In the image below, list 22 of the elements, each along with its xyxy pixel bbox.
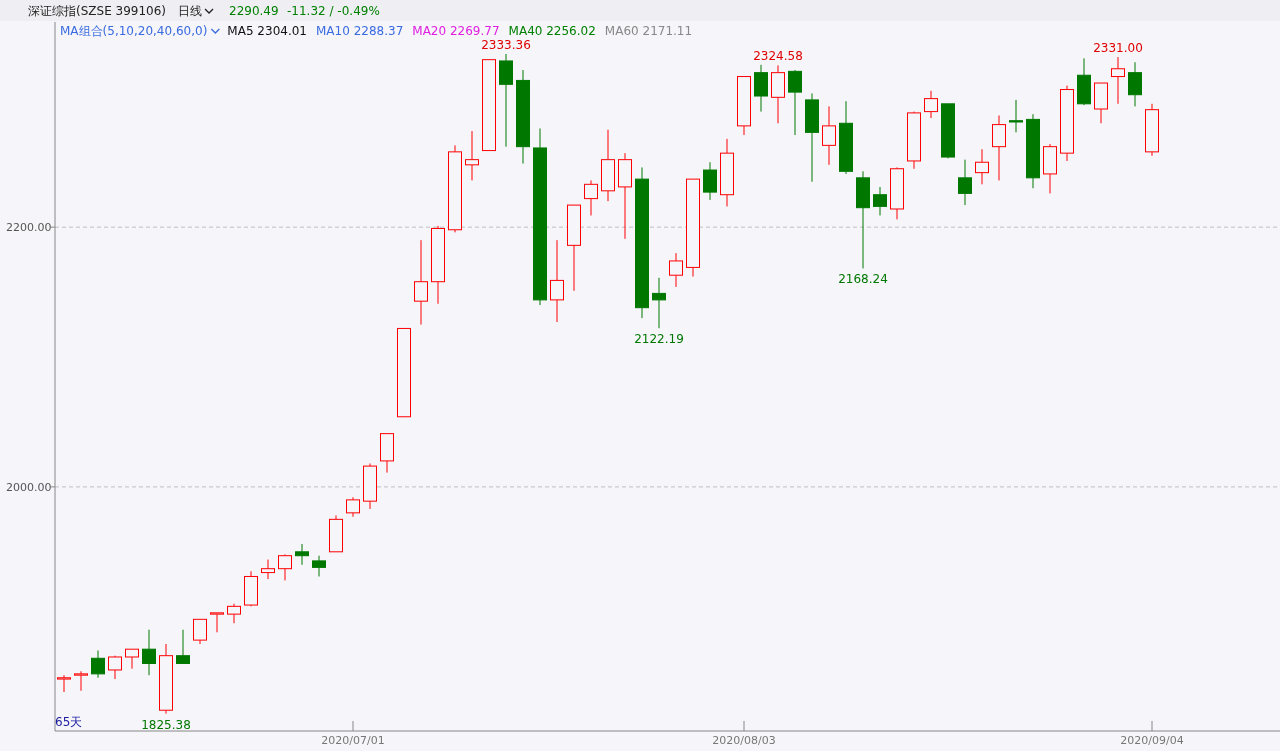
annotation: MA40 2256.02 <box>508 24 596 38</box>
annotation: MA20 2269.77 <box>412 24 500 38</box>
annotation: MA5 2304.01 <box>227 24 307 38</box>
annotation: 65天 <box>55 715 83 729</box>
chart-subtitle: 日线 <box>178 4 203 18</box>
x-tick-label: 2020/08/03 <box>712 734 776 747</box>
y-tick-label: 2000.00 <box>6 480 52 494</box>
text: 2290.49 <box>229 4 279 18</box>
annotation: 2122.19 <box>634 332 684 347</box>
annotation: 2331.00 <box>1093 41 1143 56</box>
annotation: MA60 2171.11 <box>604 24 693 38</box>
annotation: MA10 2288.37 <box>316 24 404 38</box>
text: -11.32 / -0.49% <box>287 4 380 18</box>
chart-title: 深证综指(SZSE 399106) <box>28 4 167 18</box>
annotation: 1825.38 <box>141 717 191 732</box>
x-tick-label: 2020/09/04 <box>1120 734 1184 747</box>
annotation: 2168.24 <box>838 272 888 287</box>
annotation: 2324.58 <box>753 49 803 64</box>
annotation: MA组合(5,10,20,40,60,0) <box>60 24 208 38</box>
y-tick-label: 2200.00 <box>6 221 52 235</box>
annotation: 2333.36 <box>481 38 531 52</box>
x-tick-label: 2020/07/01 <box>321 734 385 747</box>
